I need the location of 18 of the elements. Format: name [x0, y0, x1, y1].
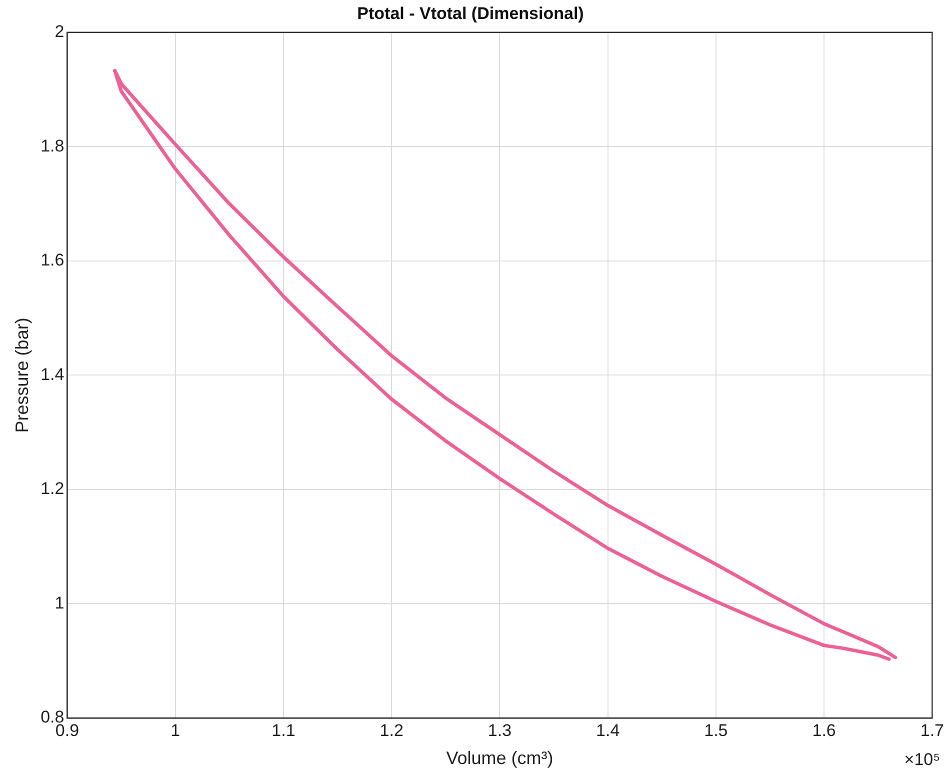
y-tick-label: 1.4: [40, 364, 64, 384]
x-tick-label: 1.4: [596, 720, 620, 740]
x-tick-label: 1.7: [920, 720, 944, 740]
x-tick-label: 1.6: [812, 720, 836, 740]
x-tick-label: 1: [170, 720, 180, 740]
x-tick-label: 1.5: [704, 720, 728, 740]
chart-title: Ptotal - Vtotal (Dimensional): [357, 4, 584, 23]
x-tick-label: 1.1: [272, 720, 296, 740]
text: ×10⁵: [904, 750, 940, 770]
x-axis-title: Volume (cm³): [446, 748, 554, 768]
y-tick-label: 1: [54, 593, 64, 612]
x-tick-label: 1.3: [488, 720, 512, 740]
y-tick-label: 1.6: [40, 250, 64, 270]
y-tick-label: 1.8: [40, 136, 64, 156]
x-tick-label: 1.2: [380, 720, 404, 740]
y-tick-label: 2: [54, 22, 64, 42]
y-tick-label: 1.2: [40, 479, 64, 498]
y-axis-title: Pressure (bar): [12, 318, 32, 433]
